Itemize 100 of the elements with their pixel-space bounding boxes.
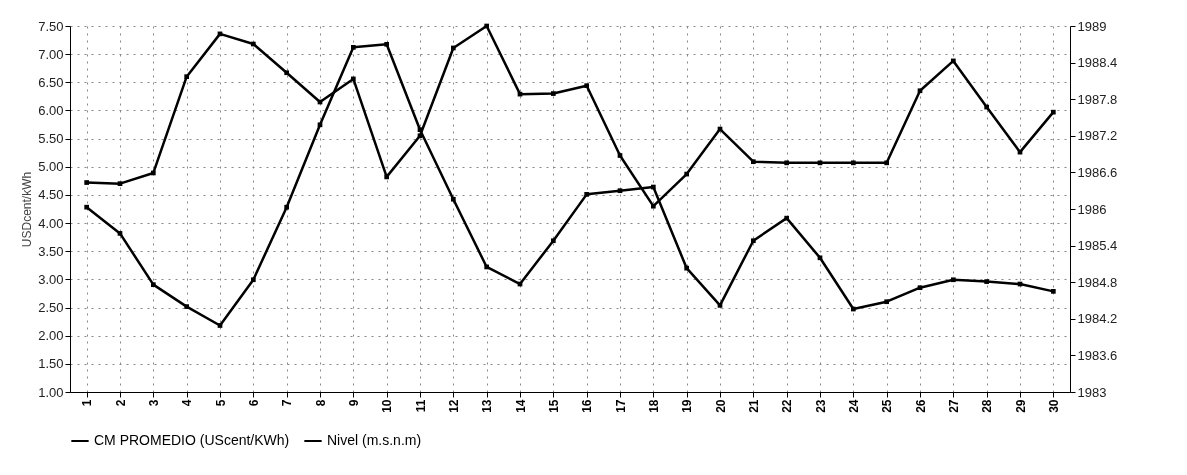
x-tick-label: 2 [113, 399, 128, 407]
point [417, 127, 423, 133]
point [817, 255, 823, 261]
point [550, 238, 556, 244]
x-tick-label: 16 [580, 399, 595, 413]
x-tick-label: 1 [80, 399, 95, 407]
y2-tick-label: 1986 [1077, 201, 1107, 217]
point [884, 160, 890, 166]
x-tick-label: 18 [646, 399, 661, 413]
x-tick-label: 19 [680, 399, 695, 413]
y2-tick-label: 1989 [1077, 18, 1107, 34]
point [184, 304, 190, 309]
y2-tick-label: 1984.8 [1077, 274, 1118, 290]
y-tick-label: 1.50 [38, 356, 64, 372]
x-tick-label: 5 [213, 399, 228, 407]
point [617, 188, 623, 194]
point [884, 299, 890, 305]
x-tick-label: 10 [380, 399, 395, 413]
point [1050, 289, 1056, 294]
x-tick-label: 24 [846, 399, 861, 413]
point [717, 303, 723, 308]
point [584, 83, 590, 89]
point [284, 70, 290, 76]
point [150, 170, 156, 176]
x-tick-label: 25 [880, 399, 895, 413]
x-tick-label: 11 [413, 399, 428, 413]
point [84, 204, 90, 210]
point [250, 41, 256, 47]
point [484, 23, 490, 29]
y-tick-label: 2.00 [38, 328, 64, 344]
x-tick-label: 28 [980, 399, 995, 413]
legend-label: CM PROMEDIO (UScent/KWh) [94, 432, 290, 448]
x-tick-label: 22 [780, 399, 795, 413]
point [350, 76, 356, 82]
x-tick-label: 23 [813, 399, 828, 413]
point [584, 192, 590, 197]
x-tick-label: 12 [446, 399, 461, 413]
point [384, 41, 390, 47]
point [384, 174, 390, 180]
x-tick-label: 9 [346, 399, 361, 407]
point [784, 160, 790, 166]
y2-tick-label: 1985.4 [1077, 238, 1118, 254]
point [284, 204, 290, 210]
x-tick-label: 4 [180, 399, 195, 407]
point [684, 265, 690, 271]
y-tick-label: 6.50 [38, 74, 64, 90]
y-tick-label: 5.00 [38, 159, 64, 175]
point [850, 306, 856, 312]
x-tick-label: 14 [513, 399, 528, 413]
point [1050, 109, 1056, 115]
point [317, 122, 323, 128]
point [750, 159, 756, 165]
y2-tick-label: 1988.4 [1077, 55, 1118, 71]
y-tick-label: 7.00 [38, 46, 64, 62]
point [150, 282, 156, 287]
y2-tick-label: 1984.2 [1077, 311, 1118, 327]
point [84, 180, 90, 185]
legend-label: Nivel (m.s.n.m) [327, 432, 422, 448]
point [650, 203, 656, 209]
y-tick-label: 6.00 [38, 102, 64, 118]
point [450, 196, 456, 202]
y-tick-label: 7.50 [38, 18, 64, 34]
y2-tick-label: 1983.6 [1077, 347, 1118, 363]
point [750, 238, 756, 244]
y-tick-label: 5.50 [38, 131, 64, 147]
point [917, 285, 923, 291]
point [184, 74, 190, 80]
point [950, 58, 956, 64]
point [617, 153, 623, 158]
y-tick-label: 2.50 [38, 300, 64, 316]
x-tick-label: 15 [546, 399, 561, 413]
y-tick-label: 4.00 [38, 215, 64, 231]
y-tick-label: 4.50 [38, 187, 64, 203]
point [117, 231, 123, 236]
x-tick-label: 26 [913, 399, 928, 413]
y2-tick-label: 1987.2 [1077, 128, 1118, 144]
point [817, 160, 823, 166]
x-tick-label: 29 [1013, 399, 1028, 413]
point [850, 160, 856, 166]
point [950, 277, 956, 283]
point [984, 279, 990, 284]
point [684, 171, 690, 177]
point [784, 215, 790, 221]
x-tick-label: 13 [480, 399, 495, 413]
x-tick-label: 27 [946, 399, 961, 413]
point [217, 323, 223, 328]
x-tick-label: 6 [246, 399, 261, 407]
x-tick-label: 17 [613, 399, 628, 413]
point [984, 104, 990, 110]
point [250, 277, 256, 283]
x-tick-label: 7 [280, 399, 295, 407]
y2-tick-label: 1983 [1077, 384, 1107, 400]
x-tick-label: 20 [713, 399, 728, 413]
point [917, 88, 923, 94]
point [350, 45, 356, 50]
point [550, 91, 556, 96]
point [450, 45, 456, 51]
y-tick-label: 3.50 [38, 243, 64, 259]
y2-tick-label: 1987.8 [1077, 91, 1118, 107]
x-tick-label: 21 [746, 399, 761, 413]
